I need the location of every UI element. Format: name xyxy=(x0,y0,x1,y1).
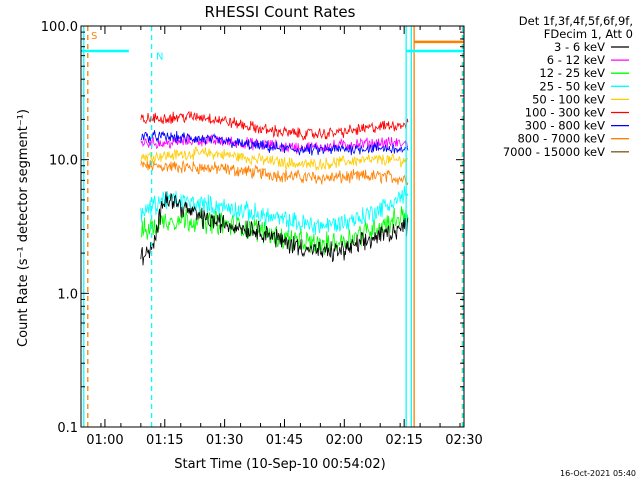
legend-label-2: 12 - 25 keV xyxy=(539,66,605,80)
series-line-1 xyxy=(140,134,409,155)
x-tick-label-6: 02:30 xyxy=(445,433,482,448)
flag-label-0: S xyxy=(91,31,97,42)
y-tick-label-1: 1.0 xyxy=(57,287,78,302)
x-tick-label-5: 02:15 xyxy=(385,433,422,448)
y-tick-label-3: 100.0 xyxy=(41,20,78,35)
x-tick-label-1: 01:15 xyxy=(146,433,183,448)
x-tick-label-2: 01:30 xyxy=(206,433,243,448)
y-tick-label-0: 0.1 xyxy=(57,421,78,436)
series-line-3 xyxy=(140,185,409,235)
legend-label-3: 25 - 50 keV xyxy=(539,79,605,93)
legend-label-0: 3 - 6 keV xyxy=(554,40,605,54)
legend-label-8: 7000 - 15000 keV xyxy=(503,145,605,159)
x-tick-label-3: 01:45 xyxy=(266,433,303,448)
series-line-5 xyxy=(140,110,409,141)
x-tick-label-4: 02:00 xyxy=(326,433,363,448)
y-axis-label: Count Rate (s⁻¹ detector segment⁻¹) xyxy=(16,109,31,347)
x-axis-label: Start Time (10-Sep-10 00:54:02) xyxy=(174,457,385,472)
series-line-2 xyxy=(140,206,409,255)
series-line-6 xyxy=(140,130,409,156)
legend-label-7: 800 - 7000 keV xyxy=(517,132,605,146)
axes-layer: 0.1 1.0 10.0 100.0 01:00 01:15 01:30 01:45 02:00… xyxy=(41,20,483,448)
series-line-7 xyxy=(140,159,409,186)
flag-label-1: N xyxy=(156,52,163,63)
series-line-0 xyxy=(140,191,409,266)
generation-timestamp: 16-Oct-2021 05:40 xyxy=(560,469,636,478)
legend-label-4: 50 - 100 keV xyxy=(532,92,605,106)
y-tick-label-2: 10.0 xyxy=(49,154,78,169)
legend: Det 1f,3f,4f,5f,6f,9f, FDecim 1, Att 0 3… xyxy=(503,14,633,159)
series-line-4 xyxy=(140,146,409,171)
chart-title: RHESSI Count Rates xyxy=(205,3,356,21)
legend-label-5: 100 - 300 keV xyxy=(525,106,605,120)
legend-label-1: 6 - 12 keV xyxy=(547,53,605,67)
markers-layer: SN xyxy=(81,26,464,427)
legend-label-6: 300 - 800 keV xyxy=(525,119,605,133)
x-tick-label-0: 01:00 xyxy=(86,433,123,448)
legend-header-line-1: Det 1f,3f,4f,5f,6f,9f, xyxy=(519,14,633,28)
series-layer xyxy=(140,110,409,266)
legend-header-line-2: FDecim 1, Att 0 xyxy=(544,27,633,41)
plot-frame xyxy=(80,25,465,428)
